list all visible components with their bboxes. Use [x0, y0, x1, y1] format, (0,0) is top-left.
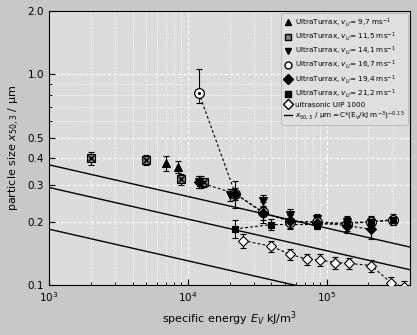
Legend: UltraTurrax, $v_U$= 9,7 ms$^{-1}$, UltraTurrax, $v_U$= 11,5 ms$^{-1}$, UltraTurr: UltraTurrax, $v_U$= 9,7 ms$^{-1}$, Ultra… [281, 13, 408, 125]
X-axis label: specific energy $E_V$ kJ/m$^3$: specific energy $E_V$ kJ/m$^3$ [162, 310, 297, 328]
Y-axis label: particle size $x_{50,3}$ / μm: particle size $x_{50,3}$ / μm [7, 85, 22, 211]
